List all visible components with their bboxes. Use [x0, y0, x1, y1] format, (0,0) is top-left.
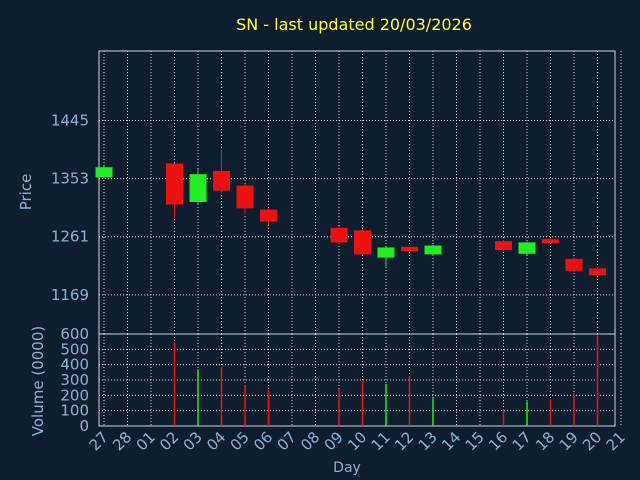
candle — [565, 257, 583, 273]
x-tick-label: 17 — [509, 428, 535, 454]
x-tick-label: 20 — [579, 428, 605, 454]
price-tick-label: 1261 — [51, 228, 89, 246]
candle-body — [166, 163, 183, 205]
candle — [424, 244, 442, 256]
x-tick-label: 06 — [250, 428, 276, 454]
candle-body — [424, 245, 442, 255]
x-axis: 2728010203040506070809101112131415161718… — [86, 428, 629, 454]
x-tick-label: 09 — [321, 428, 347, 454]
x-tick-label: 03 — [180, 428, 206, 454]
volume-tick-label: 200 — [60, 386, 89, 404]
candle-body — [589, 268, 606, 276]
price-tick-label: 1353 — [51, 170, 89, 188]
candle — [213, 150, 230, 194]
x-tick-label: 04 — [203, 428, 229, 454]
candle-body — [236, 185, 254, 209]
candle-body — [95, 167, 113, 178]
x-tick-label: 21 — [603, 428, 629, 454]
x-axis-label: Day — [333, 460, 361, 476]
candle-body — [542, 239, 559, 244]
candle-body — [189, 174, 207, 202]
candle — [95, 164, 113, 179]
price-panel: 1169 1261 1353 1445 — [51, 50, 622, 335]
candle — [401, 245, 418, 252]
candle — [354, 229, 371, 256]
chart-title: SN - last updated 20/03/2026 — [236, 15, 472, 34]
x-tick-label: 27 — [86, 428, 112, 454]
candle-body — [495, 241, 512, 250]
candle-body — [401, 246, 418, 252]
candle-body — [377, 247, 395, 258]
x-tick-label: 28 — [109, 428, 135, 454]
candle — [330, 225, 348, 245]
candle-body — [213, 171, 230, 191]
volume-tick-label: 600 — [60, 325, 89, 343]
volume-tick-label: 300 — [60, 371, 89, 389]
x-tick-label: 01 — [133, 428, 159, 454]
x-tick-label: 11 — [368, 428, 394, 454]
candle — [495, 239, 512, 252]
volume-tick-label: 0 — [79, 417, 89, 435]
candle-body — [518, 242, 536, 254]
x-tick-label: 15 — [462, 428, 488, 454]
price-tick-label: 1445 — [51, 111, 89, 129]
x-tick-label: 05 — [227, 428, 253, 454]
x-tick-label: 18 — [532, 428, 558, 454]
x-tick-label: 02 — [156, 428, 182, 454]
volume-tick-label: 500 — [60, 340, 89, 358]
price-axis-label: Price — [17, 174, 35, 211]
x-tick-label: 19 — [556, 428, 582, 454]
candle — [260, 208, 277, 226]
x-tick-label: 14 — [438, 428, 464, 454]
candle — [542, 237, 559, 245]
candle — [377, 246, 395, 269]
x-tick-label: 08 — [297, 428, 323, 454]
candle — [189, 169, 207, 205]
x-tick-label: 13 — [415, 428, 441, 454]
x-tick-label: 10 — [344, 428, 370, 454]
candle-body — [354, 230, 371, 255]
candle-body — [260, 209, 277, 222]
volume-tick-label: 100 — [60, 402, 89, 420]
candle-body — [565, 258, 583, 271]
price-tick-label: 1169 — [51, 286, 89, 304]
x-tick-label: 12 — [391, 428, 417, 454]
candle — [589, 267, 606, 276]
x-tick-label: 16 — [485, 428, 511, 454]
volume-axis-label: Volume (0000) — [29, 326, 47, 436]
candle — [518, 241, 536, 256]
volume-tick-label: 400 — [60, 356, 89, 374]
candle — [236, 184, 254, 214]
candle — [166, 162, 183, 219]
x-tick-label: 07 — [274, 428, 300, 454]
candle-body — [330, 227, 348, 243]
